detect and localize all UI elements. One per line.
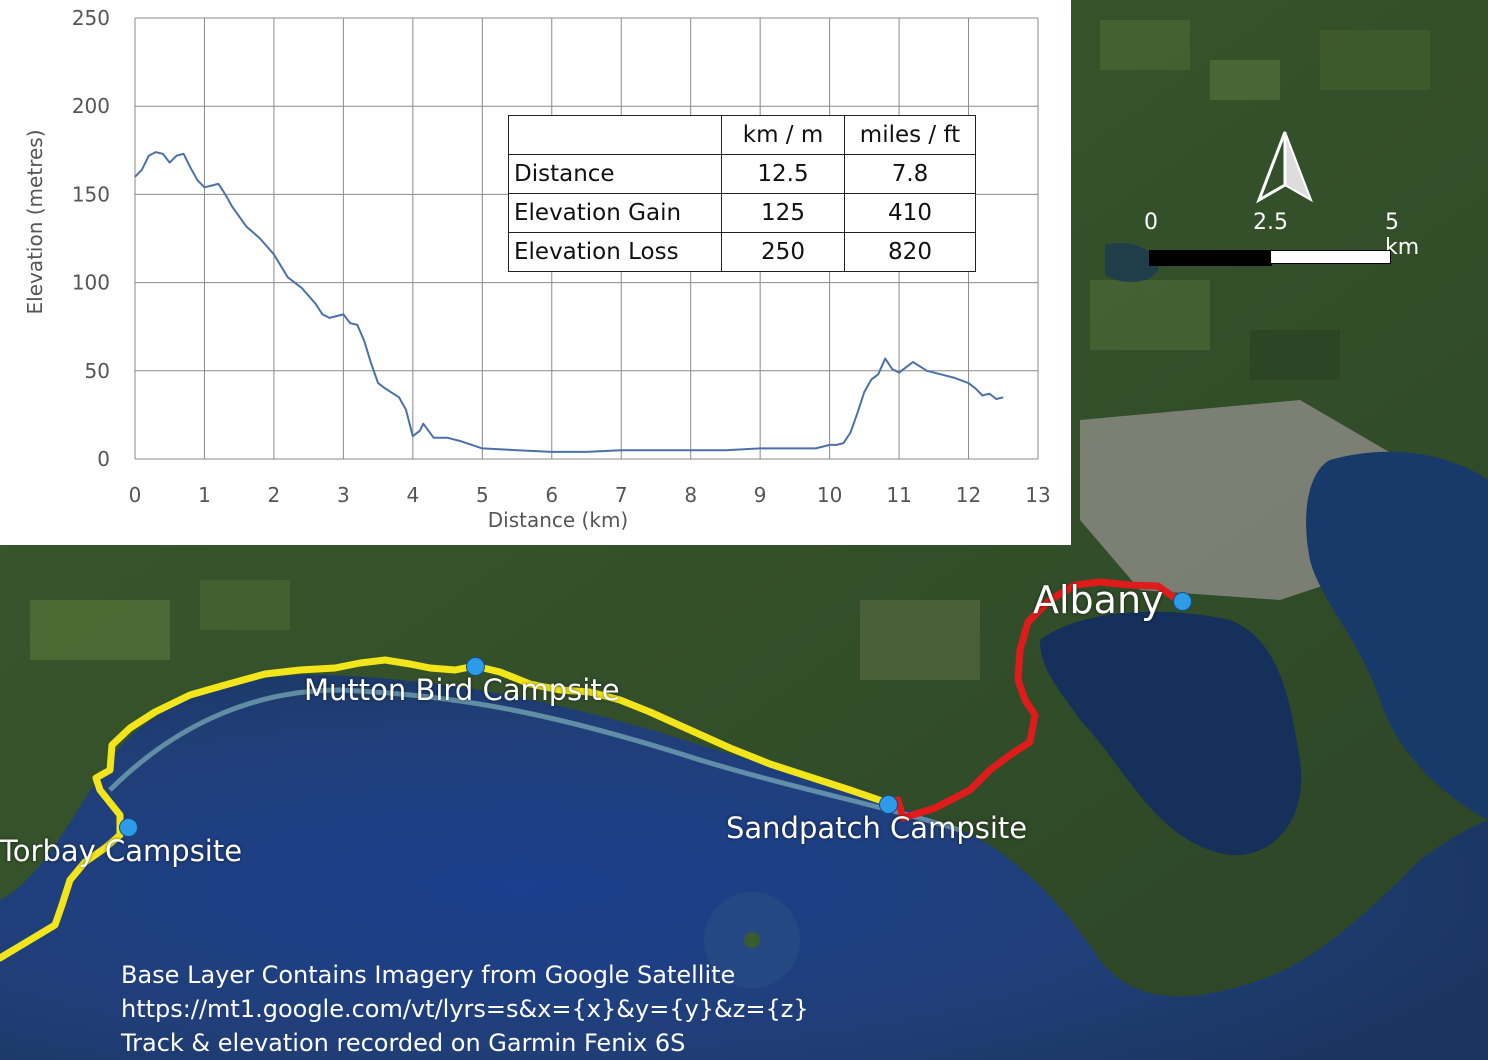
princess-royal-harbour xyxy=(1040,611,1302,856)
scale-bar-black-segment xyxy=(1149,250,1272,266)
x-tick-label: 2 xyxy=(268,483,281,507)
stats-cell: 250 xyxy=(721,232,845,272)
stats-cell: 125 xyxy=(721,193,845,233)
albany-label: Albany xyxy=(1033,578,1164,622)
sandpatch-campsite-marker[interactable] xyxy=(879,795,898,814)
stats-cell: 820 xyxy=(844,232,976,272)
trail-stats-table: km / m miles / ft Distance 12.5 7.8 Elev… xyxy=(508,115,976,272)
x-tick-label: 7 xyxy=(615,483,628,507)
scale-label-end: 5 km xyxy=(1385,210,1420,260)
stats-cell: Distance xyxy=(508,154,722,194)
scale-label-0: 0 xyxy=(1144,210,1158,235)
x-tick-label: 13 xyxy=(1025,483,1050,507)
scale-label-mid: 2.5 xyxy=(1253,210,1288,235)
stats-row-distance: Distance 12.5 7.8 xyxy=(508,154,976,194)
x-tick-label: 1 xyxy=(198,483,211,507)
elevation-profile-line xyxy=(134,151,1004,453)
elevation-chart-panel: 0 1 2 3 4 5 6 7 8 9 10 11 12 13 0 50 100 150 200 250 Distan… xyxy=(0,0,1071,545)
x-tick-label: 6 xyxy=(545,483,558,507)
stats-header-metric: km / m xyxy=(721,115,845,155)
x-tick-label: 0 xyxy=(129,483,142,507)
x-tick-label: 8 xyxy=(684,483,697,507)
x-tick-label: 5 xyxy=(476,483,489,507)
x-tick-label: 10 xyxy=(817,483,842,507)
stats-cell: 410 xyxy=(844,193,976,233)
mutton-bird-campsite-label: Mutton Bird Campsite xyxy=(304,673,620,707)
y-tick-label: 150 xyxy=(72,182,110,206)
north-arrow-icon xyxy=(1256,131,1313,204)
oyster-harbour xyxy=(1306,451,1488,820)
y-tick-label: 250 xyxy=(72,6,110,30)
x-tick-label: 4 xyxy=(406,483,419,507)
x-tick-label: 3 xyxy=(337,483,350,507)
stats-row-elevation-gain: Elevation Gain 125 410 xyxy=(508,193,976,233)
credit-line-1: Base Layer Contains Imagery from Google … xyxy=(121,961,736,989)
x-axis-label: Distance (km) xyxy=(488,508,628,532)
torbay-campsite-label: Torbay Campsite xyxy=(0,834,243,868)
stats-cell: Elevation Gain xyxy=(508,193,722,233)
mutton-bird-campsite-marker[interactable] xyxy=(466,657,485,676)
stats-header-imperial: miles / ft xyxy=(844,115,976,155)
field-patches xyxy=(30,20,1430,680)
southern-ocean xyxy=(0,674,1488,1060)
y-tick-label: 0 xyxy=(97,447,110,471)
stats-cell: 12.5 xyxy=(721,154,845,194)
inland-lake xyxy=(1105,242,1159,282)
stats-cell: 7.8 xyxy=(844,154,976,194)
x-tick-label: 12 xyxy=(956,483,981,507)
y-axis-label: Elevation (metres) xyxy=(23,130,47,315)
credit-line-3: Track & elevation recorded on Garmin Fen… xyxy=(121,1029,686,1057)
sandpatch-campsite-label: Sandpatch Campsite xyxy=(726,811,1028,845)
x-tick-label: 11 xyxy=(886,483,911,507)
scale-bar: 0 2.5 5 km xyxy=(1140,210,1440,270)
credit-line-2: https://mt1.google.com/vt/lyrs=s&x={x}&y… xyxy=(121,995,809,1023)
map-credits: Base Layer Contains Imagery from Google … xyxy=(121,958,809,1060)
stats-header-row: km / m miles / ft xyxy=(508,115,976,155)
y-tick-label: 200 xyxy=(72,94,110,118)
final-leg-track-red xyxy=(884,578,1179,822)
stats-header-blank xyxy=(508,115,722,155)
y-tick-label: 50 xyxy=(85,359,110,383)
surf-line xyxy=(108,687,961,833)
torbay-campsite-marker[interactable] xyxy=(119,818,138,837)
stats-cell: Elevation Loss xyxy=(508,232,722,272)
x-tick-label: 9 xyxy=(754,483,767,507)
y-tick-label: 100 xyxy=(72,271,110,295)
stats-row-elevation-loss: Elevation Loss 250 820 xyxy=(508,232,976,272)
albany-marker[interactable] xyxy=(1173,592,1192,611)
walked-track-yellow xyxy=(0,656,892,962)
scale-bar-white-segment xyxy=(1270,250,1391,264)
